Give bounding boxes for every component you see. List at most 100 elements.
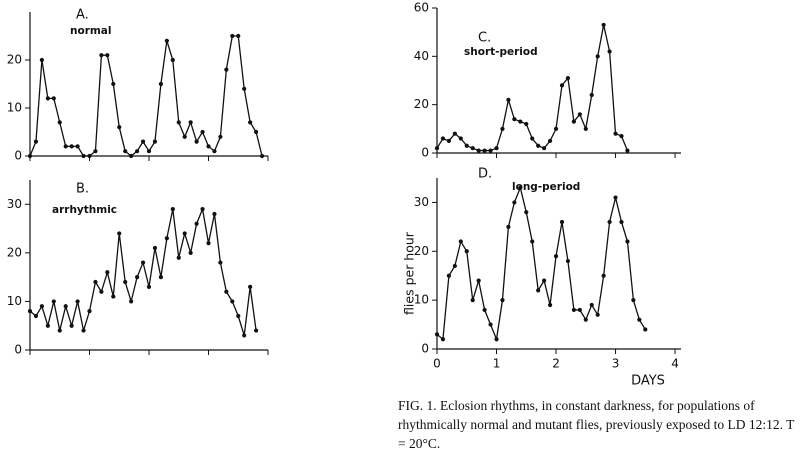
data-line: [436, 185, 646, 342]
data-point: [93, 149, 98, 154]
panel-title: A.: [76, 8, 89, 23]
data-point: [476, 278, 481, 283]
data-point: [530, 136, 535, 141]
data-point: [607, 219, 612, 225]
data-point: [452, 131, 457, 136]
data-point: [446, 273, 452, 278]
y-tick-label: 40: [414, 49, 429, 63]
data-point: [135, 149, 140, 154]
data-point: [200, 129, 205, 135]
data-point: [170, 207, 175, 212]
data-point: [506, 97, 511, 102]
data-point: [218, 134, 223, 139]
data-point: [146, 284, 152, 289]
data-point: [170, 57, 175, 63]
data-point: [518, 119, 523, 124]
data-point: [200, 207, 205, 212]
data-point: [571, 307, 576, 313]
y-tick-label: 20: [414, 244, 429, 258]
data-point: [440, 337, 446, 342]
data-point: [601, 22, 606, 28]
data-point: [236, 33, 241, 39]
y-tick-label: 60: [414, 1, 429, 15]
data-point: [631, 298, 636, 303]
x-axis-label: DAYS: [631, 374, 665, 389]
data-point: [547, 138, 553, 144]
data-point: [619, 133, 624, 139]
data-point: [146, 149, 152, 154]
y-axis-label: flies per hour: [402, 231, 417, 315]
data-point: [536, 143, 541, 148]
data-point: [583, 317, 588, 322]
data-point: [583, 126, 588, 131]
y-tick-label: 0: [14, 343, 22, 357]
data-point: [482, 148, 487, 153]
data-point: [589, 302, 594, 308]
data-point: [542, 146, 547, 151]
data-point: [254, 328, 259, 333]
data-point: [117, 125, 122, 130]
data-point: [75, 144, 80, 149]
data-point: [93, 279, 98, 285]
data-point: [164, 236, 169, 241]
data-point: [230, 33, 235, 39]
data-point: [470, 298, 475, 303]
data-point: [494, 146, 499, 151]
data-point: [105, 270, 110, 275]
data-point: [117, 231, 122, 236]
data-point: [87, 153, 92, 159]
data-point: [51, 299, 56, 304]
data-point: [87, 309, 92, 314]
data-point: [69, 323, 74, 328]
data-point: [140, 260, 146, 265]
data-point: [105, 53, 110, 58]
data-point: [194, 221, 199, 226]
caption: FIG. 1. Eclosion rhythms, in constant da…: [398, 398, 795, 451]
data-point: [470, 146, 475, 151]
data-point: [230, 299, 235, 304]
data-point: [188, 120, 193, 125]
data-point: [607, 49, 612, 54]
data-line: [436, 24, 629, 152]
data-point: [99, 289, 104, 294]
data-point: [140, 139, 146, 144]
data-point: [506, 224, 511, 229]
data-point: [518, 185, 523, 190]
data-point: [254, 129, 259, 135]
data-point: [63, 144, 68, 149]
data-line: [29, 206, 257, 336]
data-point: [242, 86, 247, 91]
data-point: [111, 294, 116, 299]
data-point: [152, 139, 158, 144]
data-point: [524, 210, 529, 215]
data-point: [512, 200, 517, 205]
data-point: [595, 312, 600, 317]
data-point: [158, 81, 163, 87]
panel-title: B.: [76, 182, 89, 197]
data-point: [194, 139, 199, 144]
data-point: [458, 136, 463, 141]
y-tick-label: 30: [414, 195, 429, 209]
data-point: [559, 83, 565, 88]
x-tick-label: 0: [433, 357, 441, 371]
data-point: [236, 313, 241, 319]
y-tick-label: 10: [7, 294, 22, 308]
data-point: [547, 302, 553, 308]
data-point: [595, 54, 600, 59]
data-line: [29, 35, 263, 157]
data-point: [164, 38, 169, 43]
data-point: [123, 149, 128, 154]
panel-subtitle: long-period: [512, 181, 580, 193]
data-point: [589, 92, 594, 98]
data-point: [559, 219, 565, 225]
data-point: [536, 288, 541, 293]
data-point: [39, 304, 45, 309]
data-point: [500, 126, 505, 131]
data-point: [99, 53, 104, 58]
data-point: [129, 299, 134, 304]
x-tick-label: 1: [493, 357, 501, 371]
data-point: [434, 332, 440, 337]
data-point: [63, 304, 68, 309]
